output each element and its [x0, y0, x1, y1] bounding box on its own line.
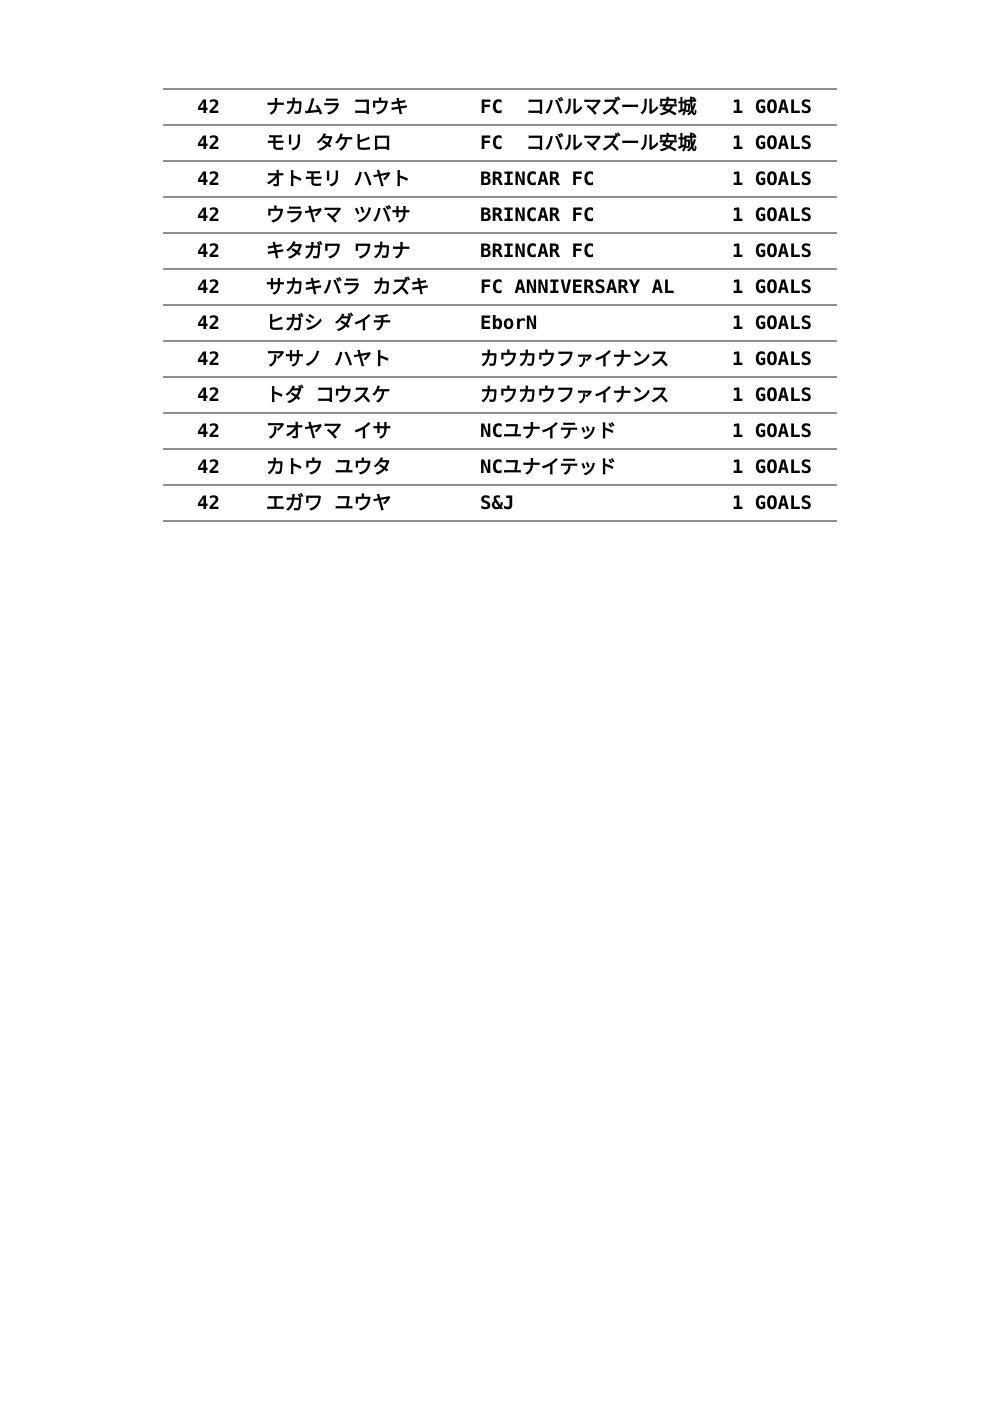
team-cell: NCユナイテッド	[480, 419, 617, 442]
rank-cell: 42	[197, 275, 220, 298]
team-cell: S&J	[480, 491, 515, 514]
table-row: 42 アオヤマ イサ NCユナイテッド 1 GOALS	[163, 414, 837, 450]
goals-cell: 1 GOALS	[731, 239, 812, 262]
goals-cell: 1 GOALS	[731, 167, 812, 190]
rank-cell: 42	[197, 239, 220, 262]
team-cell: FC ANNIVERSARY AL	[480, 275, 675, 298]
rank-cell: 42	[197, 491, 220, 514]
goals-cell: 1 GOALS	[731, 311, 812, 334]
table-row: 42 オトモリ ハヤト BRINCAR FC 1 GOALS	[163, 162, 837, 198]
table-row: 42 ヒガシ ダイチ EborN 1 GOALS	[163, 306, 837, 342]
rank-cell: 42	[197, 347, 220, 370]
player-name-cell: トダ コウスケ	[266, 383, 391, 406]
team-cell: BRINCAR FC	[480, 239, 595, 262]
player-name-cell: カトウ ユウタ	[266, 455, 392, 478]
goals-cell: 1 GOALS	[731, 455, 812, 478]
rank-cell: 42	[197, 203, 220, 226]
player-name-cell: ウラヤマ ツバサ	[266, 203, 411, 226]
goals-cell: 1 GOALS	[731, 203, 812, 226]
table-row: 42 エガワ ユウヤ S&J 1 GOALS	[163, 486, 837, 522]
team-cell: カウカウファイナンス	[480, 347, 670, 370]
team-cell: FC コバルマズール安城	[480, 131, 697, 154]
player-name-cell: アサノ ハヤト	[266, 347, 392, 370]
team-cell: NCユナイテッド	[480, 455, 617, 478]
table-row: 42 サカキバラ カズキ FC ANNIVERSARY AL 1 GOALS	[163, 270, 837, 306]
player-name-cell: ナカムラ コウキ	[266, 95, 409, 118]
player-name-cell: エガワ ユウヤ	[266, 491, 392, 514]
rank-cell: 42	[197, 167, 220, 190]
goals-cell: 1 GOALS	[731, 275, 812, 298]
player-name-cell: アオヤマ イサ	[266, 419, 392, 442]
team-cell: BRINCAR FC	[480, 167, 595, 190]
player-name-cell: キタガワ ワカナ	[266, 239, 411, 262]
rank-cell: 42	[197, 95, 220, 118]
table-row: 42 モリ タケヒロ FC コバルマズール安城 1 GOALS	[163, 126, 837, 162]
table-row: 42 トダ コウスケ カウカウファイナンス 1 GOALS	[163, 378, 837, 414]
team-cell: EborN	[480, 311, 538, 334]
player-name-cell: サカキバラ カズキ	[266, 275, 430, 298]
table-row: 42 カトウ ユウタ NCユナイテッド 1 GOALS	[163, 450, 837, 486]
goals-cell: 1 GOALS	[731, 491, 812, 514]
table-row: 42 ナカムラ コウキ FC コバルマズール安城 1 GOALS	[163, 90, 837, 126]
goals-cell: 1 GOALS	[731, 419, 812, 442]
goals-cell: 1 GOALS	[731, 95, 812, 118]
table-row: 42 ウラヤマ ツバサ BRINCAR FC 1 GOALS	[163, 198, 837, 234]
goals-cell: 1 GOALS	[731, 347, 812, 370]
goals-cell: 1 GOALS	[731, 131, 812, 154]
team-cell: カウカウファイナンス	[480, 383, 670, 406]
player-name-cell: モリ タケヒロ	[266, 131, 392, 154]
table-row: 42 アサノ ハヤト カウカウファイナンス 1 GOALS	[163, 342, 837, 378]
player-name-cell: ヒガシ ダイチ	[266, 311, 392, 334]
rank-cell: 42	[197, 383, 220, 406]
player-name-cell: オトモリ ハヤト	[266, 167, 411, 190]
goals-cell: 1 GOALS	[731, 383, 812, 406]
table-row: 42 キタガワ ワカナ BRINCAR FC 1 GOALS	[163, 234, 837, 270]
rank-cell: 42	[197, 419, 220, 442]
team-cell: BRINCAR FC	[480, 203, 595, 226]
rank-cell: 42	[197, 455, 220, 478]
rank-cell: 42	[197, 131, 220, 154]
goal-scorer-table: 42 ナカムラ コウキ FC コバルマズール安城 1 GOALS 42 モリ タ…	[163, 88, 837, 522]
team-cell: FC コバルマズール安城	[480, 95, 697, 118]
rank-cell: 42	[197, 311, 220, 334]
